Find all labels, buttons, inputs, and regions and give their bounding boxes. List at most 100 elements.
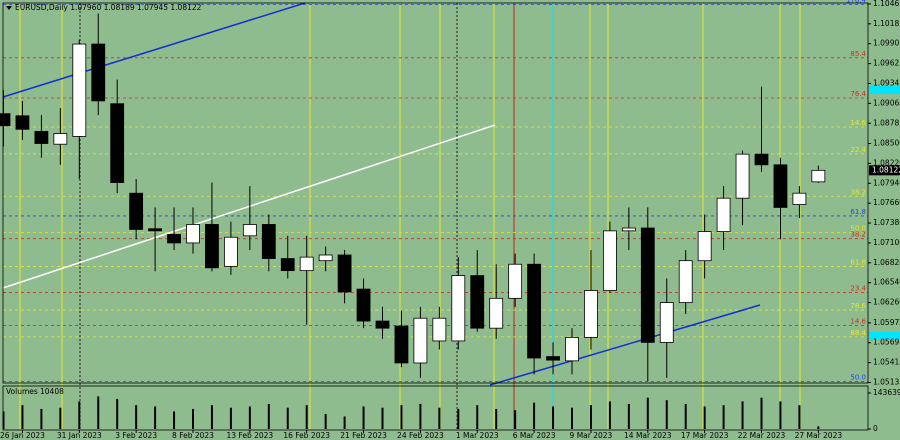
volume-panel [2, 385, 869, 431]
candle-body [0, 113, 11, 127]
axis-marker [869, 332, 900, 340]
x-tick-label: 24 Feb 2023 [397, 431, 444, 440]
y-tick-label: 1.09625 [873, 59, 900, 68]
x-tick-label: 16 Feb 2023 [283, 431, 330, 440]
candle-body [91, 43, 106, 102]
candle-body [148, 228, 163, 232]
trend-line [2, 2, 306, 98]
candle-body [603, 230, 617, 291]
y-tick-label: 1.06540 [873, 278, 900, 287]
level-label: 50.0 [850, 373, 866, 381]
candle-body [451, 275, 466, 342]
x-tick-label: 6 Mar 2023 [513, 431, 556, 440]
candle-body [129, 192, 144, 230]
x-tick-label: 8 Feb 2023 [172, 431, 214, 440]
y-tick-label: 1.05975 [873, 318, 900, 327]
candle-body [356, 288, 371, 322]
candle-body [678, 260, 693, 303]
trend-line [489, 304, 761, 386]
candle-body [110, 103, 125, 183]
candle-body [394, 325, 409, 364]
level-label: 14.6 [850, 119, 866, 127]
candle-body [659, 302, 674, 343]
y-tick-label: 1.05135 [873, 378, 900, 387]
candle-body [735, 153, 750, 199]
candle-body [697, 231, 712, 262]
y-tick-label: 1.06820 [873, 258, 900, 267]
x-tick-label: 1 Mar 2023 [456, 431, 499, 440]
level-label: 88.4 [850, 329, 866, 337]
candle-body [489, 297, 504, 329]
y-tick-label: 1.10185 [873, 19, 900, 28]
y-tick-label: 1.09065 [873, 98, 900, 107]
level-label: 85.4 [850, 50, 866, 58]
candle-body [584, 290, 598, 338]
candle-body [34, 131, 49, 144]
candle-body [186, 224, 200, 244]
candle-body [754, 153, 769, 166]
candle-body [53, 133, 68, 145]
candle-body [261, 224, 276, 259]
x-tick-label: 3 Feb 2023 [115, 431, 157, 440]
level-label: 176.4 [846, 0, 867, 5]
candle-body [508, 263, 523, 299]
y-tick-label: 1.08500 [873, 138, 900, 147]
candle-body [375, 320, 390, 329]
x-tick-label: 31 Jan 2023 [57, 431, 102, 440]
x-tick-label: 26 Jan 2023 [0, 431, 45, 440]
y-tick-label: 1.05415 [873, 358, 900, 367]
candle-body [280, 258, 295, 272]
y-tick-label: 1.06260 [873, 298, 900, 307]
level-label: 22.4 [850, 146, 866, 154]
volume-title: Volumes [6, 387, 38, 396]
y-tick-label: 1.10465 [873, 0, 900, 8]
volume-tick-label: 0 [873, 424, 878, 433]
volume-tick-label: 143639 [873, 388, 900, 397]
time-markers [19, 3, 801, 429]
candle-body [546, 356, 560, 361]
candle-body [72, 43, 87, 137]
level-label: 38.2 [850, 188, 866, 196]
level-label: 61.8 [850, 259, 866, 267]
last-price: 1.08122 [872, 165, 900, 174]
y-tick-label: 1.07100 [873, 238, 900, 247]
y-tick-label: 1.05695 [873, 338, 900, 347]
level-label: 78.6 [850, 302, 866, 310]
candle-body [470, 275, 485, 329]
candle-body [432, 317, 447, 342]
axis-marker [869, 86, 900, 94]
level-label: 61.8 [850, 208, 866, 216]
candle-body [15, 115, 30, 130]
candle-body [716, 197, 731, 232]
y-tick-label: 1.08785 [873, 118, 900, 127]
y-tick-label: 1.08220 [873, 158, 900, 167]
candles [0, 13, 826, 382]
x-tick-label: 22 Mar 2023 [738, 431, 786, 440]
level-label: 23.4 [850, 284, 866, 292]
candle-body [299, 256, 314, 272]
x-tick-label: 14 Mar 2023 [624, 431, 672, 440]
trend-line [2, 124, 496, 289]
candle-body [565, 336, 579, 362]
x-tick-label: 13 Feb 2023 [227, 431, 274, 440]
candle-body [773, 164, 788, 208]
candle-body [242, 224, 257, 237]
candle-body [167, 234, 181, 244]
y-tick-label: 1.09905 [873, 39, 900, 48]
candle-body [640, 227, 655, 343]
level-label: 14.6 [850, 318, 866, 326]
y-tick-label: 1.07380 [873, 218, 900, 227]
x-tick-label: 9 Mar 2023 [570, 431, 613, 440]
menu-arrow[interactable] [6, 6, 12, 10]
level-label: 76.4 [850, 90, 866, 98]
candle-body [621, 227, 636, 232]
y-tick-label: 1.07940 [873, 178, 900, 187]
last-price-box [869, 165, 900, 176]
volume-last: 10408 [40, 387, 64, 396]
x-tick-label: 27 Mar 2023 [795, 431, 843, 440]
candle-body [337, 254, 352, 293]
level-label: 50.0 [850, 224, 866, 232]
candle-body [318, 254, 333, 262]
chart-title: EURUSD,Daily 1.07960 1.08189 1.07945 1.0… [15, 3, 202, 12]
